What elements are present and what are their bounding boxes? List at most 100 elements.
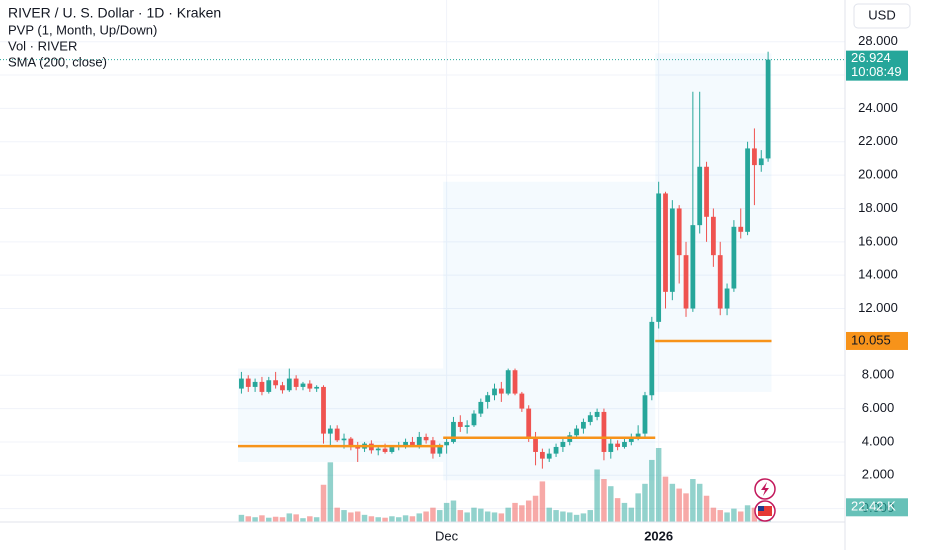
candle-body	[724, 288, 730, 309]
indicator-label: SMA (200, close)	[8, 54, 107, 69]
candle-body	[451, 421, 456, 442]
y-tick-label: 8.000	[862, 367, 895, 382]
volume-bar	[368, 516, 375, 522]
candle-body	[239, 378, 244, 389]
candle-body	[622, 441, 627, 447]
candle-body	[601, 411, 607, 452]
poc-label: 10.055	[851, 332, 891, 347]
currency-button[interactable]	[853, 3, 911, 29]
volume-bar	[587, 510, 593, 522]
candle-body	[745, 148, 750, 232]
candle-body	[717, 255, 723, 309]
volume-bar	[348, 512, 354, 522]
y-tick-label: 28.000	[858, 33, 898, 48]
candle-body	[731, 226, 737, 289]
volume-bar	[539, 481, 546, 522]
candle-body	[656, 193, 662, 322]
candle-body	[539, 451, 545, 459]
chart-title: RIVER / U. S. Dollar · 1D · Kraken	[8, 5, 221, 21]
candle-body	[553, 446, 559, 454]
volume-bar	[245, 516, 251, 522]
currency-label[interactable]: USD	[868, 7, 895, 22]
candle-body	[423, 436, 429, 441]
volume-bar	[560, 511, 566, 522]
y-tick-label: 6.000	[862, 400, 895, 415]
volume-bar	[710, 507, 717, 522]
volume-bar	[334, 507, 340, 522]
candle-body	[437, 445, 443, 454]
last-price-label: 26.924	[851, 50, 891, 65]
alert-icon[interactable]	[754, 478, 776, 500]
countdown-label: 10:08:49	[851, 64, 902, 79]
candle-body	[615, 443, 621, 447]
candle-body	[560, 441, 566, 447]
volume-bar	[238, 514, 245, 522]
y-tick-label: 14.000	[858, 267, 898, 282]
volume-bar	[327, 462, 334, 522]
candle-body	[505, 370, 511, 394]
volume-bar	[738, 511, 744, 522]
candle-body	[704, 166, 709, 217]
candle-body	[252, 381, 258, 387]
volume-bar	[594, 469, 600, 522]
volume-bar	[512, 502, 518, 522]
volume-bar	[690, 479, 696, 522]
indicator-label: PVP (1, Month, Up/Down)	[8, 22, 157, 37]
volume-bar	[614, 498, 621, 522]
volume-bar	[396, 517, 402, 522]
candle-body	[259, 381, 265, 392]
candle-body	[498, 388, 504, 394]
volume-bar	[491, 512, 498, 522]
candle-body	[690, 225, 696, 309]
candle-body	[314, 386, 320, 389]
candle-body	[334, 428, 340, 441]
volume-bar	[409, 516, 416, 522]
candle-body	[403, 441, 408, 446]
volume-bar	[731, 508, 737, 522]
candle-body	[457, 421, 463, 427]
candle-body	[471, 413, 477, 426]
volume-badge	[846, 498, 908, 517]
candle-body	[273, 380, 279, 386]
volume-bar	[279, 517, 286, 522]
flag-icon[interactable]	[754, 500, 776, 522]
last-price-badge	[846, 50, 908, 81]
candle-body	[710, 216, 716, 256]
volume-bar	[443, 502, 450, 522]
candle-body	[293, 378, 299, 387]
candle-body	[286, 378, 292, 391]
volume-bar	[307, 516, 313, 522]
volume-bar	[252, 517, 258, 522]
volume-bar	[450, 500, 457, 522]
candle-body	[492, 388, 497, 396]
volume-bar	[724, 512, 730, 522]
y-tick-label: 18.000	[858, 200, 898, 215]
volume-bar	[341, 510, 347, 522]
volume-bar	[683, 493, 689, 522]
volume-bar	[573, 514, 580, 522]
candle-body	[765, 59, 771, 159]
volume-bar	[259, 515, 265, 522]
profile-range	[443, 181, 656, 481]
candle-body	[519, 393, 525, 409]
volume-bar	[628, 507, 635, 522]
volume-bar	[402, 515, 409, 522]
alert-bolt[interactable]	[761, 482, 769, 496]
flag-body[interactable]	[758, 506, 772, 516]
volume-bar	[464, 512, 470, 522]
volume-bars	[238, 448, 771, 522]
poc-badge	[846, 331, 908, 350]
candle-body	[697, 166, 703, 226]
candle-body	[321, 386, 326, 434]
candle-body	[533, 436, 538, 452]
y-tick-label: 16.000	[858, 233, 898, 248]
volume-bar	[649, 459, 655, 522]
y-tick-label: 22.000	[858, 133, 898, 148]
candle-body	[669, 208, 675, 292]
volume-bar	[696, 483, 703, 522]
volume-bar	[478, 508, 484, 522]
y-tick-label: 20.000	[858, 167, 898, 182]
flag-canton[interactable]	[758, 506, 764, 511]
candle-body	[649, 321, 655, 396]
